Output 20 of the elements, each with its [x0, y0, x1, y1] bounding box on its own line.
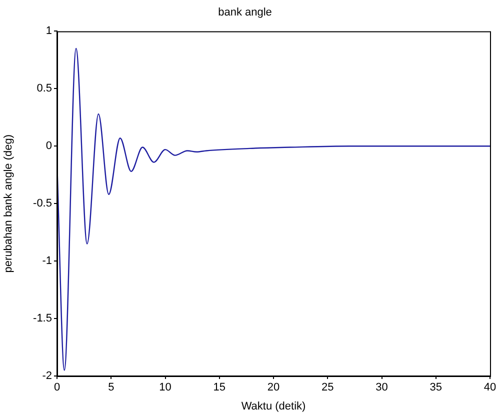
x-axis-title: Waktu (detik) [241, 400, 306, 412]
y-tick-label: -2 [42, 370, 52, 382]
y-tick-label: -0.5 [33, 198, 52, 210]
x-tick-label: 35 [430, 382, 442, 394]
line-series [57, 48, 490, 371]
y-tick-label: 0.5 [36, 82, 52, 95]
y-tick-label: 1 [46, 25, 52, 38]
x-tick-label: 30 [376, 382, 388, 394]
x-tick-label: 5 [108, 382, 114, 394]
y-tick-label: -1.5 [33, 312, 52, 325]
x-tick-label: 40 [484, 382, 496, 394]
x-tick-label: 25 [322, 382, 334, 394]
y-tick-label: -1 [42, 255, 52, 268]
x-tick-label: 0 [54, 382, 60, 394]
x-tick-label: 10 [159, 382, 172, 394]
y-axis-title: perubahan bank angle (deg) [2, 134, 15, 273]
y-tick-label: 0 [46, 140, 52, 152]
x-tick-label: 20 [267, 382, 280, 394]
x-tick-label: 15 [213, 382, 226, 394]
chart-title: bank angle [218, 6, 272, 19]
